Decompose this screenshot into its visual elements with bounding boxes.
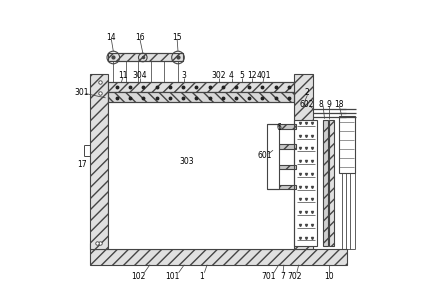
Text: 701: 701 — [261, 272, 276, 281]
Bar — [323, 120, 328, 246]
Bar — [109, 92, 295, 101]
Text: 602: 602 — [299, 100, 314, 109]
Bar — [279, 144, 296, 149]
Text: 301: 301 — [74, 88, 89, 97]
Text: 18: 18 — [334, 100, 344, 109]
Text: 3: 3 — [182, 71, 187, 80]
Text: 7: 7 — [280, 272, 285, 281]
Text: 702: 702 — [287, 272, 302, 281]
Bar — [339, 116, 354, 173]
Bar — [279, 125, 296, 129]
Text: 11: 11 — [118, 71, 128, 80]
Text: 8: 8 — [319, 100, 323, 109]
Text: 1: 1 — [199, 272, 204, 281]
Text: 5: 5 — [239, 71, 244, 80]
Bar — [109, 92, 295, 249]
Text: 601: 601 — [257, 151, 272, 160]
Bar — [279, 164, 296, 169]
Bar — [90, 243, 96, 249]
Text: 102: 102 — [131, 272, 146, 281]
Text: 303: 303 — [180, 157, 194, 166]
Text: 401: 401 — [256, 71, 271, 80]
Bar — [295, 74, 313, 249]
Bar — [295, 120, 317, 246]
Text: 101: 101 — [166, 272, 180, 281]
Bar — [109, 53, 183, 62]
Bar — [279, 185, 296, 189]
Text: 12: 12 — [247, 71, 256, 80]
Text: 6: 6 — [276, 123, 281, 132]
Text: 4: 4 — [229, 71, 234, 80]
Bar — [109, 82, 295, 92]
Bar — [329, 120, 334, 246]
Bar — [90, 74, 109, 249]
Text: 17: 17 — [77, 160, 87, 169]
Text: 14: 14 — [106, 33, 116, 42]
Text: 302: 302 — [211, 71, 226, 80]
Text: 2: 2 — [305, 88, 310, 97]
Bar — [90, 249, 347, 265]
Text: 10: 10 — [324, 272, 334, 281]
Text: 16: 16 — [135, 33, 145, 42]
Text: 304: 304 — [132, 71, 147, 80]
Text: 15: 15 — [172, 33, 182, 42]
Text: 9: 9 — [326, 100, 331, 109]
Bar — [267, 125, 280, 189]
